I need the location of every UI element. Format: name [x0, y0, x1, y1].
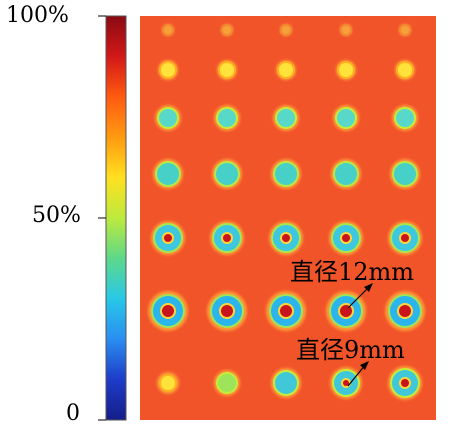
colorbar-tick-label-middle: 50% [32, 203, 81, 228]
spot [333, 105, 359, 131]
spot [330, 367, 362, 399]
spot [214, 370, 240, 396]
spot [280, 24, 292, 36]
spot [390, 159, 420, 189]
spot [221, 24, 233, 36]
spot [392, 105, 418, 131]
spot [153, 159, 183, 189]
spot [336, 60, 356, 80]
annotation-diameter-9mm: 直径9mm [296, 336, 405, 364]
spot [399, 24, 411, 36]
spot [212, 159, 242, 189]
spot [214, 105, 240, 131]
spot [210, 221, 244, 255]
spot [158, 60, 178, 80]
spot-grid [148, 24, 425, 400]
colorbar-tick-label-top: 100% [6, 3, 69, 28]
spot [162, 24, 174, 36]
spot [271, 368, 301, 398]
spot [157, 372, 179, 394]
spot [155, 105, 181, 131]
spot [207, 291, 247, 331]
spot [385, 291, 425, 331]
spot [276, 60, 296, 80]
spot [148, 291, 188, 331]
spot [340, 24, 352, 36]
spot [388, 366, 422, 400]
colorbar-ticks [98, 15, 106, 421]
spot [266, 291, 306, 331]
annotation-arrow-12mm [347, 283, 373, 309]
annotation-arrow-9mm [347, 361, 369, 387]
spot [395, 60, 415, 80]
spot [388, 221, 422, 255]
spot [269, 221, 303, 255]
annotation-diameter-12mm: 直径12mm [290, 258, 415, 286]
spot [273, 105, 299, 131]
colorbar [105, 15, 127, 421]
spot [271, 159, 301, 189]
spot [326, 291, 366, 331]
field-panel [140, 16, 436, 420]
spot [151, 221, 185, 255]
colorbar-tick-label-bottom: 0 [66, 401, 80, 426]
spot [329, 221, 363, 255]
spot [217, 60, 237, 80]
spot [331, 159, 361, 189]
